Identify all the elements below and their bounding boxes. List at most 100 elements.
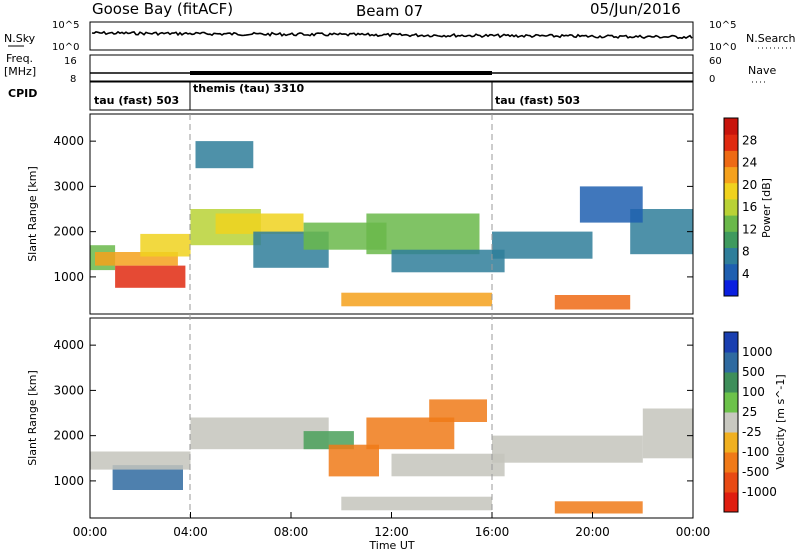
power-colorbar-tick-0: 28: [742, 133, 757, 147]
velocity-colorbar-tick-3: 25: [742, 405, 757, 419]
velocity-colorbar-tick-1: 500: [742, 365, 765, 379]
cpid-segment-2: themis (tau) 3310: [193, 82, 305, 95]
velocity-colorbar-tick-5: -100: [742, 445, 769, 459]
power-colorbar-swatch-9: [724, 134, 738, 151]
velocity-colorbar-label: Velocity [m s^-1]: [774, 374, 787, 469]
velocity-colorbar-swatch-5: [724, 392, 738, 413]
velocity-colorbar-swatch-8: [724, 332, 738, 353]
freq-tick-top: 16: [64, 56, 77, 67]
x-axis: 00:00 04:00 08:00 12:00 16:00 20:00 00:00: [73, 512, 711, 539]
station-title: Goose Bay (fitACF): [92, 0, 233, 18]
power-ytick-label-0: 1000: [53, 270, 84, 284]
power-region-15: [579, 186, 643, 223]
power-colorbar-swatch-4: [724, 215, 738, 232]
x-tick-label-5: 20:00: [575, 525, 610, 539]
nsky-right-tick-top: 10^5: [709, 20, 736, 31]
nsky-right-tick-bottom: 10^0: [709, 42, 736, 53]
power-ytick-label-3: 4000: [53, 134, 84, 148]
nave-tick-bottom: 0: [709, 74, 715, 85]
velocity-region-5: [366, 417, 455, 450]
power-region-11: [391, 249, 505, 273]
power-colorbar-swatch-3: [724, 231, 738, 248]
freq-unit: [MHz]: [4, 65, 36, 78]
x-tick-label-1: 04:00: [173, 525, 208, 539]
power-colorbar-tick-3: 16: [742, 200, 757, 214]
power-region-13: [554, 295, 631, 310]
power-colorbar-label: Power [dB]: [760, 178, 773, 238]
freq-label: Freq.: [6, 52, 33, 65]
velocity-region-6: [429, 399, 487, 422]
velocity-ytick-label-2: 3000: [53, 383, 84, 397]
power-heatmap: [90, 141, 693, 310]
x-tick-label-6: 00:00: [676, 525, 711, 539]
velocity-colorbar-swatch-3: [724, 432, 738, 453]
velocity-region-3: [303, 431, 354, 450]
cpid-segment-1: tau (fast) 503: [94, 94, 179, 107]
power-colorbar-swatch-0: [724, 279, 738, 297]
power-region-3: [140, 233, 191, 257]
x-tick-label-2: 08:00: [274, 525, 309, 539]
power-colorbar-tick-2: 20: [742, 178, 757, 192]
date-title: 05/Jun/2016: [590, 0, 681, 18]
power-region-12: [492, 231, 593, 259]
freq-frame: [89, 54, 694, 82]
velocity-region-10: [341, 496, 493, 511]
velocity-colorbar-frame: [723, 331, 739, 513]
power-colorbar-swatch-5: [724, 198, 738, 216]
velocity-region-11: [642, 408, 694, 459]
velocity-colorbar-tick-2: 100: [742, 385, 765, 399]
power-panel: 1000 2000 3000 4000 Slant Range [km]: [26, 113, 694, 315]
nave-label: Nave: [748, 64, 776, 77]
velocity-region-7: [391, 453, 505, 477]
power-colorbar: 28 24 20 16 12 8 4 Power [dB]: [723, 117, 773, 297]
velocity-colorbar-tick-4: -25: [742, 425, 762, 439]
nsky-tick-top: 10^5: [52, 20, 79, 31]
cpid-transition-lines: [189, 114, 493, 518]
power-colorbar-tick-1: 24: [742, 156, 757, 170]
power-region-5: [215, 213, 304, 234]
velocity-region-8: [492, 435, 643, 463]
power-region-9: [366, 213, 480, 255]
velocity-y-label: Slant Range [km]: [26, 370, 39, 466]
nsky-trace: [91, 30, 693, 40]
velocity-region-9: [554, 501, 643, 514]
velocity-panel: 1000 2000 3000 4000 Slant Range [km]: [26, 317, 694, 519]
freq-tick-bottom: 8: [70, 74, 76, 85]
velocity-ytick-label-1: 2000: [53, 429, 84, 443]
power-colorbar-swatch-2: [724, 247, 738, 265]
power-colorbar-swatch-10: [724, 118, 738, 135]
power-y-ticks: 1000 2000 3000 4000: [53, 134, 693, 284]
power-region-10: [341, 292, 493, 307]
power-colorbar-frame: [723, 117, 739, 297]
power-ytick-label-2: 3000: [53, 179, 84, 193]
velocity-colorbar-swatch-1: [724, 472, 738, 493]
power-colorbar-swatch-8: [724, 150, 738, 168]
freq-panel: Freq. [MHz] 16 8 60 0 Nave: [4, 52, 776, 85]
velocity-colorbar-tick-6: -500: [742, 465, 769, 479]
velocity-ytick-label-0: 1000: [53, 474, 84, 488]
x-axis-label: Time UT: [368, 539, 414, 552]
velocity-colorbar-swatch-0: [724, 492, 738, 513]
cpid-panel: CPID tau (fast) 503 themis (tau) 3310 ta…: [8, 81, 694, 111]
nave-thick-trace: [190, 71, 492, 75]
power-colorbar-swatch-7: [724, 166, 738, 184]
velocity-colorbar: 1000 500 100 25 -25 -100 -500 -1000 Velocity [m…: [723, 331, 787, 513]
velocity-y-ticks: 1000 2000 3000 4000: [53, 338, 693, 488]
velocity-colorbar-tick-7: -1000: [742, 485, 777, 499]
velocity-heatmap: [90, 399, 694, 514]
power-ytick-label-1: 2000: [53, 225, 84, 239]
cpid-label: CPID: [8, 87, 37, 100]
power-colorbar-tick-6: 4: [742, 267, 750, 281]
velocity-colorbar-swatch-6: [724, 372, 738, 393]
velocity-colorbar-swatch-7: [724, 352, 738, 373]
nsky-label: N.Sky: [4, 32, 36, 45]
power-colorbar-swatch-1: [724, 263, 738, 281]
x-tick-label-4: 16:00: [475, 525, 510, 539]
velocity-ytick-label-3: 4000: [53, 338, 84, 352]
power-region-1: [115, 265, 186, 288]
beam-title: Beam 07: [356, 2, 423, 20]
nsearch-label: N.Search: [746, 32, 796, 45]
power-y-label: Slant Range [km]: [26, 166, 39, 262]
power-region-6: [195, 141, 254, 169]
